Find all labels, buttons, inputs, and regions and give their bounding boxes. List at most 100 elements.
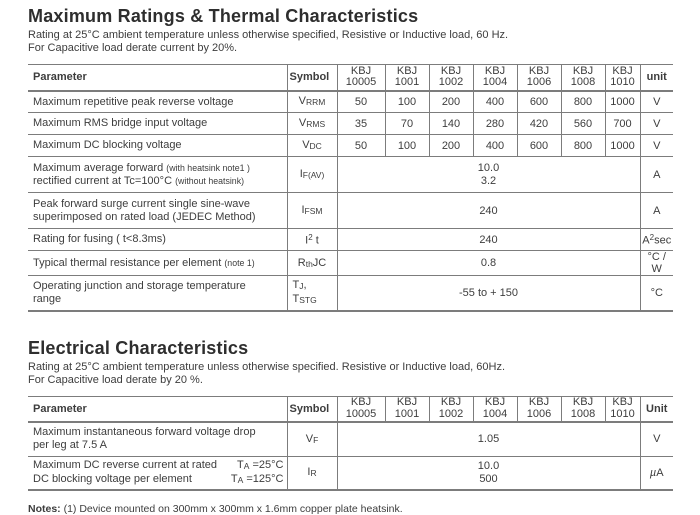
unit-cell: °C: [639, 275, 673, 311]
value-cell: 800: [560, 134, 605, 157]
col-header-symbol: Symbol: [286, 395, 337, 423]
table-row: Operating junction and storage temperatu…: [28, 275, 673, 311]
table-row: Peak forward surge current single sine-w…: [28, 192, 673, 229]
unit-cell: °C / W: [639, 250, 673, 276]
table-row: Maximum DC blocking voltage VDC 50 100 2…: [28, 134, 673, 157]
col-header-model-kbj10005: KBJ 10005: [336, 395, 385, 423]
param-cell: Rating for fusing ( t<8.3ms): [28, 228, 287, 251]
electrical-subtitle-1: Rating at 25°C ambient temperature unles…: [28, 360, 506, 373]
col-header-model-kbj1004: KBJ 1004: [472, 395, 517, 423]
ratings-section-title: Maximum Ratings & Thermal Characteristic…: [28, 6, 419, 26]
col-header-unit: unit: [639, 64, 673, 92]
col-header-model-kbj1004: KBJ 1004: [472, 64, 517, 92]
electrical-table: Parameter Symbol KBJ 10005 KBJ 1001 KBJ 100…: [28, 395, 673, 491]
symbol-cell: VDC: [286, 134, 337, 157]
symbol-cell: I2 t: [286, 228, 337, 251]
col-header-unit: Unit: [639, 395, 673, 423]
value-cell: 240: [336, 192, 640, 229]
param-cell: Maximum RMS bridge input voltage: [28, 112, 287, 135]
symbol-cell: IR: [286, 455, 337, 490]
value-cell: 240: [336, 228, 640, 251]
col-header-model-kbj1001: KBJ 1001: [384, 395, 429, 423]
param-cell: Maximum DC blocking voltage: [28, 134, 287, 157]
param-cell: Operating junction and storage temperatu…: [28, 275, 287, 311]
value-cell: 280: [472, 112, 517, 135]
ratings-subtitle-2: For Capacitive load derate current by 20…: [28, 42, 238, 54]
col-header-model-kbj1002: KBJ 1002: [428, 395, 473, 423]
unit-cell: A: [639, 156, 673, 193]
unit-cell: V: [639, 421, 673, 456]
symbol-cell: VRMS: [286, 112, 337, 135]
col-header-model-kbj1008: KBJ 1008: [560, 64, 605, 92]
value-cell: 10.0 500: [336, 455, 640, 490]
value-cell: 1000: [604, 90, 640, 113]
symbol-cell: RthJC: [286, 250, 337, 276]
notes-text: (1) Device mounted on 300mm x 300mm x 1.…: [60, 503, 403, 515]
col-header-parameter: Parameter: [28, 64, 287, 92]
ratings-subtitle-1: Rating at 25°C ambient temperature unles…: [28, 29, 509, 41]
table-row: Maximum instantaneous forward voltage dr…: [28, 421, 673, 456]
col-header-model-kbj1006: KBJ 1006: [516, 64, 561, 92]
value-cell: 10.0 3.2: [336, 156, 640, 193]
value-cell: 200: [428, 90, 473, 113]
value-cell: 70: [384, 112, 429, 135]
col-header-model-kbj1001: KBJ 1001: [384, 64, 429, 92]
symbol-cell: IF(AV): [286, 156, 337, 193]
value-cell: 200: [428, 134, 473, 157]
param-cell: Typical thermal resistance per element (…: [28, 250, 287, 276]
value-cell: 1.05: [336, 421, 640, 456]
param-cell: Maximum DC reverse current at rated TA =…: [28, 455, 287, 490]
value-cell: 1000: [604, 134, 640, 157]
table-row: Maximum DC reverse current at rated TA =…: [28, 455, 673, 490]
col-header-model-kbj1006: KBJ 1006: [516, 395, 561, 423]
col-header-parameter: Parameter: [28, 395, 287, 423]
value-cell: 400: [472, 90, 517, 113]
param-cell: Peak forward surge current single sine-w…: [28, 192, 287, 229]
value-cell: 400: [472, 134, 517, 157]
table-row: Maximum repetitive peak reverse voltage …: [28, 90, 673, 113]
notes-line: Notes: (1) Device mounted on 300mm x 300…: [28, 503, 674, 515]
value-cell: 600: [516, 134, 561, 157]
ratings-table: Parameter Symbol KBJ 10005 KBJ 1001 KBJ 100…: [28, 64, 673, 312]
unit-cell: V: [639, 112, 673, 135]
value-cell: 50: [336, 134, 385, 157]
value-cell: 100: [384, 134, 429, 157]
value-cell: -55 to + 150: [336, 275, 640, 311]
symbol-cell: VRRM: [286, 90, 337, 113]
value-cell: 420: [516, 112, 561, 135]
param-cell: Maximum instantaneous forward voltage dr…: [28, 421, 287, 456]
value-cell: 140: [428, 112, 473, 135]
table-row: Typical thermal resistance per element (…: [28, 250, 673, 276]
param-cell: Maximum repetitive peak reverse voltage: [28, 90, 287, 113]
symbol-cell: TJ, TSTG: [286, 275, 337, 311]
unit-cell: V: [639, 90, 673, 113]
electrical-header-row: Parameter Symbol KBJ 10005 KBJ 1001 KBJ 100…: [28, 395, 673, 423]
value-cell: 560: [560, 112, 605, 135]
unit-cell: V: [639, 134, 673, 157]
unit-cell: µA: [639, 455, 673, 490]
symbol-cell: IFSM: [286, 192, 337, 229]
symbol-cell: VF: [286, 421, 337, 456]
electrical-section-title: Electrical Characteristics: [28, 337, 249, 358]
col-header-model-kbj1010: KBJ 1010: [604, 395, 640, 423]
param-cell: Maximum average forward (with heatsink n…: [28, 156, 287, 193]
value-cell: 600: [516, 90, 561, 113]
value-cell: 50: [336, 90, 385, 113]
value-cell: 35: [336, 112, 385, 135]
col-header-model-kbj1002: KBJ 1002: [428, 64, 473, 92]
value-cell: 0.8: [336, 250, 640, 276]
col-header-model-kbj1008: KBJ 1008: [560, 395, 605, 423]
value-cell: 800: [560, 90, 605, 113]
table-row: Maximum RMS bridge input voltage VRMS 35…: [28, 112, 673, 135]
ratings-header-row: Parameter Symbol KBJ 10005 KBJ 1001 KBJ 100…: [28, 64, 673, 92]
value-cell: 700: [604, 112, 640, 135]
unit-cell: A: [639, 192, 673, 229]
electrical-subtitle-2: For Capacitive load derate by 20 %.: [28, 373, 203, 386]
table-row: Rating for fusing ( t<8.3ms) I2 t 240 A2…: [28, 228, 673, 251]
table-row: Maximum average forward (with heatsink n…: [28, 156, 673, 193]
notes-label: Notes:: [28, 503, 61, 515]
value-cell: 100: [384, 90, 429, 113]
col-header-model-kbj10005: KBJ 10005: [336, 64, 385, 92]
col-header-symbol: Symbol: [286, 64, 337, 92]
